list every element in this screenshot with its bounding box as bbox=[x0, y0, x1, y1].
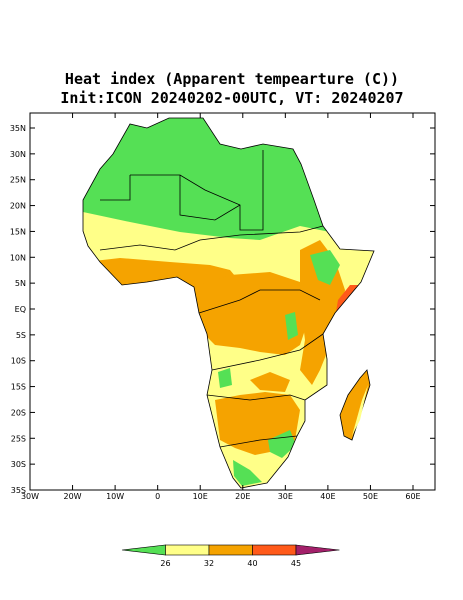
lon-tick-label: 60E bbox=[405, 492, 420, 501]
lon-tick-label: 40E bbox=[320, 492, 335, 501]
lon-tick-label: 30W bbox=[21, 492, 39, 501]
lat-tick-label: 25N bbox=[10, 176, 26, 185]
lon-tick-label: 30E bbox=[278, 492, 293, 501]
colorbar-box bbox=[208, 544, 253, 556]
subtitle: Init:ICON 20240202-00UTC, VT: 20240207 bbox=[60, 89, 403, 107]
lat-tick-label: 30N bbox=[10, 150, 26, 159]
colorbar-box bbox=[252, 544, 297, 556]
lon-tick-label: 20E bbox=[235, 492, 250, 501]
colorbar-triangle bbox=[295, 544, 340, 556]
lat-tick-label: 35N bbox=[10, 124, 26, 133]
country-borders bbox=[99, 150, 324, 448]
madagascar bbox=[339, 369, 371, 441]
lat-tick-label: 5S bbox=[16, 331, 26, 340]
colorbar-triangle bbox=[121, 544, 166, 556]
lat-tick-label: 5N bbox=[15, 279, 26, 288]
lon-tick-label: 10E bbox=[193, 492, 208, 501]
lat-tick-label: 10S bbox=[11, 357, 26, 366]
lat-tick-label: 35S bbox=[11, 486, 26, 495]
lat-tick-label: 25S bbox=[11, 434, 26, 443]
lat-tick-label: EQ bbox=[15, 305, 26, 314]
lat-tick-label: 30S bbox=[11, 460, 26, 469]
colorbar-label: 26 bbox=[160, 559, 170, 568]
lat-tick-label: 20N bbox=[10, 202, 26, 211]
lat-tick-label: 10N bbox=[10, 253, 26, 262]
lat-tick-label: 20S bbox=[11, 408, 26, 417]
colorbar-label: 45 bbox=[291, 559, 301, 568]
title: Heat index (Apparent tempearture (C)) bbox=[65, 70, 399, 88]
lon-tick-label: 20W bbox=[64, 492, 82, 501]
colorbar-label: 40 bbox=[247, 559, 257, 568]
lat-tick-label: 15S bbox=[11, 383, 26, 392]
lat-tick-label: 15N bbox=[10, 227, 26, 236]
lon-tick-label: 0 bbox=[155, 492, 160, 501]
map-frame bbox=[29, 112, 436, 491]
lon-tick-label: 50E bbox=[363, 492, 378, 501]
lon-tick-label: 10W bbox=[106, 492, 124, 501]
madagascar-coast bbox=[352, 385, 368, 436]
colorbar-box bbox=[165, 544, 210, 556]
colorbar-label: 32 bbox=[204, 559, 214, 568]
